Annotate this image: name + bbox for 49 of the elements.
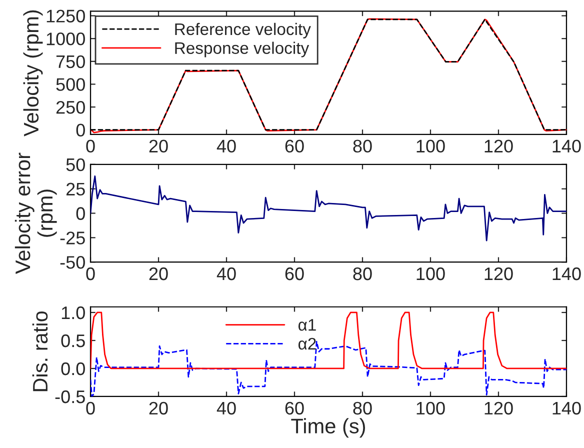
y-tick-label: -0.5 bbox=[55, 390, 85, 404]
x-tick-label: 80 bbox=[353, 267, 372, 280]
x-tick-label: 20 bbox=[149, 402, 168, 415]
y-axis-title: Velocity error (rpm) bbox=[14, 152, 57, 274]
x-tick-label: 60 bbox=[285, 402, 304, 415]
y-tick-label: -25 bbox=[60, 232, 85, 244]
x-tick-label: 80 bbox=[353, 402, 372, 415]
x-tick-label: 140 bbox=[552, 402, 581, 415]
y-tick-label: 1.0 bbox=[62, 306, 85, 320]
x-tick-label: 0 bbox=[86, 402, 95, 415]
y-tick-label: -50 bbox=[60, 256, 85, 269]
y-tick-label: 1000 bbox=[46, 32, 85, 46]
y-tick-label: 25 bbox=[66, 182, 85, 196]
y-tick-label: 250 bbox=[56, 100, 85, 114]
x-tick-label: 120 bbox=[484, 140, 513, 153]
y-axis-title: Velocity (rpm) bbox=[23, 10, 43, 136]
y-tick-label: 500 bbox=[56, 78, 85, 91]
legend-label: Reference velocity bbox=[175, 22, 311, 38]
line-series bbox=[90, 312, 566, 370]
y-tick-label: 1250 bbox=[46, 10, 85, 22]
legend-label: α1 bbox=[298, 319, 316, 331]
x-tick-label: 40 bbox=[216, 402, 236, 415]
x-tick-label: 0 bbox=[86, 140, 95, 153]
x-tick-label: 20 bbox=[149, 267, 168, 280]
x-tick-label: 80 bbox=[353, 140, 372, 153]
x-tick-label: 140 bbox=[552, 140, 581, 153]
x-tick-label: 100 bbox=[416, 402, 445, 415]
x-tick-label: 0 bbox=[86, 267, 95, 280]
x-axis-title: Time (s) bbox=[291, 418, 366, 438]
x-tick-label: 60 bbox=[285, 140, 304, 153]
y-tick-label: 50 bbox=[66, 158, 85, 172]
x-tick-label: 100 bbox=[416, 267, 445, 280]
y-axis-title: Dis. ratio bbox=[32, 311, 48, 392]
y-tick-label: 0 bbox=[76, 124, 85, 137]
x-tick-label: 40 bbox=[216, 140, 236, 153]
x-tick-label: 60 bbox=[285, 267, 304, 280]
y-tick-label: 0.0 bbox=[61, 362, 85, 376]
y-tick-label: 0.5 bbox=[61, 334, 85, 348]
y-tick-label: 750 bbox=[56, 55, 85, 68]
x-tick-label: 40 bbox=[216, 267, 236, 280]
x-tick-label: 140 bbox=[552, 267, 581, 280]
y-tick-label: 0 bbox=[76, 207, 85, 220]
x-tick-label: 120 bbox=[484, 402, 513, 415]
legend-label: Response velocity bbox=[175, 42, 310, 58]
x-tick-label: 20 bbox=[149, 140, 168, 153]
legend-label: α2 bbox=[298, 338, 316, 350]
x-tick-label: 100 bbox=[416, 140, 445, 153]
x-tick-label: 120 bbox=[484, 267, 513, 280]
line-series bbox=[90, 175, 566, 242]
